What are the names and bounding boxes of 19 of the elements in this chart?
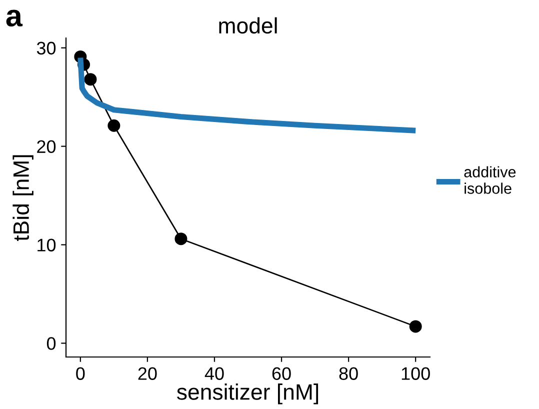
- chart-title: model: [219, 17, 277, 34]
- y-tick-label: 30: [36, 42, 56, 55]
- point: [84, 73, 97, 86]
- x-tick-label: 100: [402, 367, 430, 380]
- text: a: [6, 10, 23, 27]
- x-tick-label: 40: [204, 367, 224, 380]
- point: [108, 119, 120, 132]
- x-tick-label: 0: [76, 367, 85, 380]
- x-tick-label: 20: [138, 367, 157, 380]
- x-tick-label: 60: [272, 367, 291, 380]
- x-axis-title: sensitizer [nM]: [176, 384, 318, 404]
- y-tick-label: 10: [38, 238, 56, 252]
- y-tick-label: 0: [46, 337, 56, 350]
- y-axis-title: tBid [nM]: [12, 155, 34, 242]
- legend-label: additive isobole: [464, 166, 516, 194]
- x-tick-label: 80: [339, 367, 358, 380]
- point: [174, 232, 188, 246]
- y-tick-label: 20: [37, 140, 56, 154]
- point: [409, 320, 422, 333]
